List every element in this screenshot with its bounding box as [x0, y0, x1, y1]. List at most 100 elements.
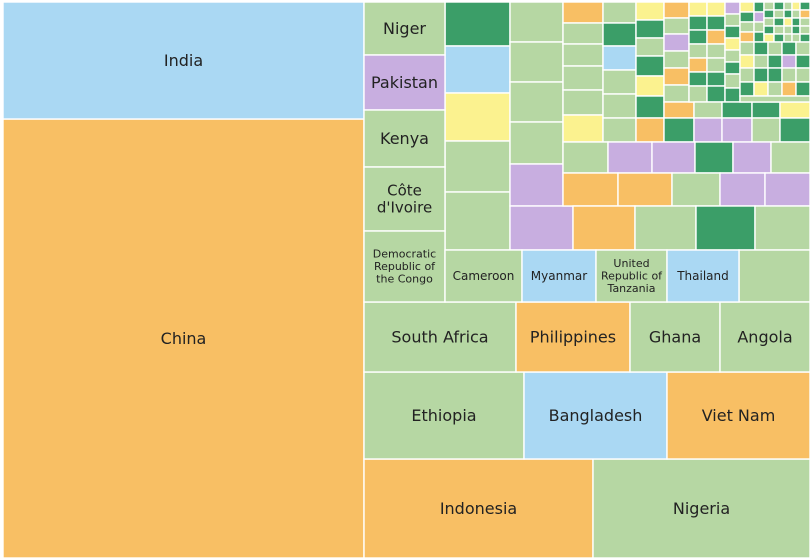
treemap-tile-small [753, 31, 765, 43]
treemap-tile-small [562, 43, 604, 67]
treemap-tile-small [562, 89, 604, 116]
treemap-tile-small [562, 1, 604, 24]
treemap-tile-small [739, 54, 755, 69]
treemap-tile-small [770, 141, 811, 174]
treemap-label-viet-nam: Viet Nam [702, 406, 776, 425]
treemap-tile-small [739, 67, 755, 83]
treemap-label-bangladesh: Bangladesh [549, 406, 643, 425]
treemap-tile-small [663, 101, 695, 119]
treemap-tile-small [724, 1, 741, 15]
treemap-tile-small [635, 95, 665, 119]
treemap-label-angola: Angola [737, 328, 792, 347]
treemap-tile-small [562, 114, 604, 143]
treemap-tile-small [688, 57, 708, 73]
treemap-tile-small [739, 31, 755, 43]
treemap-tile-small [444, 1, 511, 47]
treemap-tile-small [444, 140, 511, 193]
treemap-tile-small [799, 25, 811, 35]
treemap-tile-small [706, 71, 726, 87]
treemap-tile-small [444, 191, 511, 251]
treemap-tile-small [663, 67, 690, 86]
treemap-tile-small [791, 33, 801, 43]
treemap-label-philippines: Philippines [530, 328, 616, 347]
treemap-tile-small [739, 1, 755, 13]
treemap-tile-small [602, 1, 637, 24]
treemap-tile-small [706, 85, 726, 103]
treemap-tile-small [706, 15, 726, 31]
treemap-tile-small [795, 54, 811, 69]
treemap-tile-small [602, 93, 637, 119]
treemap-tile-small [753, 41, 769, 56]
treemap-tile-small [791, 1, 801, 11]
treemap-tile-small [799, 9, 811, 19]
treemap-tile-small [444, 45, 511, 94]
treemap-tile-small [739, 11, 755, 23]
treemap-tile-small [753, 81, 769, 97]
treemap-tile-small [732, 141, 772, 174]
treemap-label-south-africa: South Africa [391, 328, 488, 347]
treemap-tile-small [795, 41, 811, 56]
treemap-tile-small [783, 25, 793, 35]
treemap-tile-small [562, 172, 619, 207]
treemap-tile-small [754, 205, 811, 251]
treemap-tile-small [706, 57, 726, 73]
treemap-tile-small [688, 71, 708, 87]
treemap-tile-small [444, 92, 511, 142]
treemap-tile-small [693, 117, 723, 143]
treemap-tile-small [739, 95, 811, 103]
treemap-tile-small [663, 33, 690, 52]
treemap-tile-small [773, 33, 785, 43]
treemap-label-ghana: Ghana [649, 328, 701, 347]
treemap-tile-small [781, 81, 797, 97]
treemap-tile-small [763, 25, 775, 35]
treemap-label-united-republic-of-tanzania: United Republic of Tanzania [601, 257, 663, 295]
treemap-tile-china [2, 118, 365, 559]
treemap-tile-small [602, 22, 637, 47]
treemap-label-thailand: Thailand [676, 269, 729, 283]
treemap-tile-myanmar [521, 249, 597, 303]
treemap-tile-small [688, 29, 708, 45]
treemap-tile-small [739, 81, 755, 97]
treemap-tile-small [781, 54, 797, 69]
treemap-tile-united-republic-of-tanzania [595, 249, 668, 303]
treemap-tile-small [635, 19, 665, 39]
treemap-tile-small [724, 73, 741, 89]
treemap-label-indonesia: Indonesia [440, 499, 517, 518]
treemap-tile-small [663, 117, 695, 143]
treemap-tile-thailand [666, 249, 740, 303]
treemap-tile-small [724, 13, 741, 27]
treemap-tile-small [767, 54, 783, 69]
treemap-tile-small [791, 9, 801, 19]
treemap-tile-small [663, 84, 690, 103]
treemap-tile-small [562, 141, 609, 174]
treemap-tile-small [795, 67, 811, 83]
treemap-tile-small [799, 1, 811, 11]
treemap-label-nigeria: Nigeria [673, 499, 730, 518]
treemap-tile-small [509, 121, 564, 165]
treemap-tile-small [721, 117, 753, 143]
treemap-tile-small [773, 25, 785, 35]
treemap-tile-small [719, 172, 766, 207]
treemap-tile-small [635, 55, 665, 77]
treemap-tile-small [763, 17, 775, 27]
treemap-tile-democratic-republic-of-the-congo [363, 230, 446, 303]
treemap-tile-small [663, 17, 690, 35]
treemap-tile-small [783, 17, 793, 27]
treemap-tile-small [651, 141, 696, 174]
treemap-tile-small [509, 81, 564, 123]
treemap-tile-small [799, 33, 811, 43]
treemap-tile-small [724, 61, 741, 75]
treemap-tile-small [753, 11, 765, 23]
treemap-tile-small [783, 9, 793, 19]
treemap-tile-small [751, 117, 781, 143]
treemap-tile-small [739, 21, 755, 33]
treemap-tile-small [706, 43, 726, 59]
treemap-tile-small [721, 101, 753, 119]
treemap-tile-small [694, 141, 734, 174]
treemap-tile-small [572, 205, 636, 251]
treemap-tile-viet-nam [666, 371, 811, 460]
treemap-tile-small [767, 81, 783, 97]
treemap-tile-small [509, 163, 564, 207]
treemap-label-china: China [161, 329, 207, 348]
treemap-tile-south-africa [363, 301, 517, 373]
